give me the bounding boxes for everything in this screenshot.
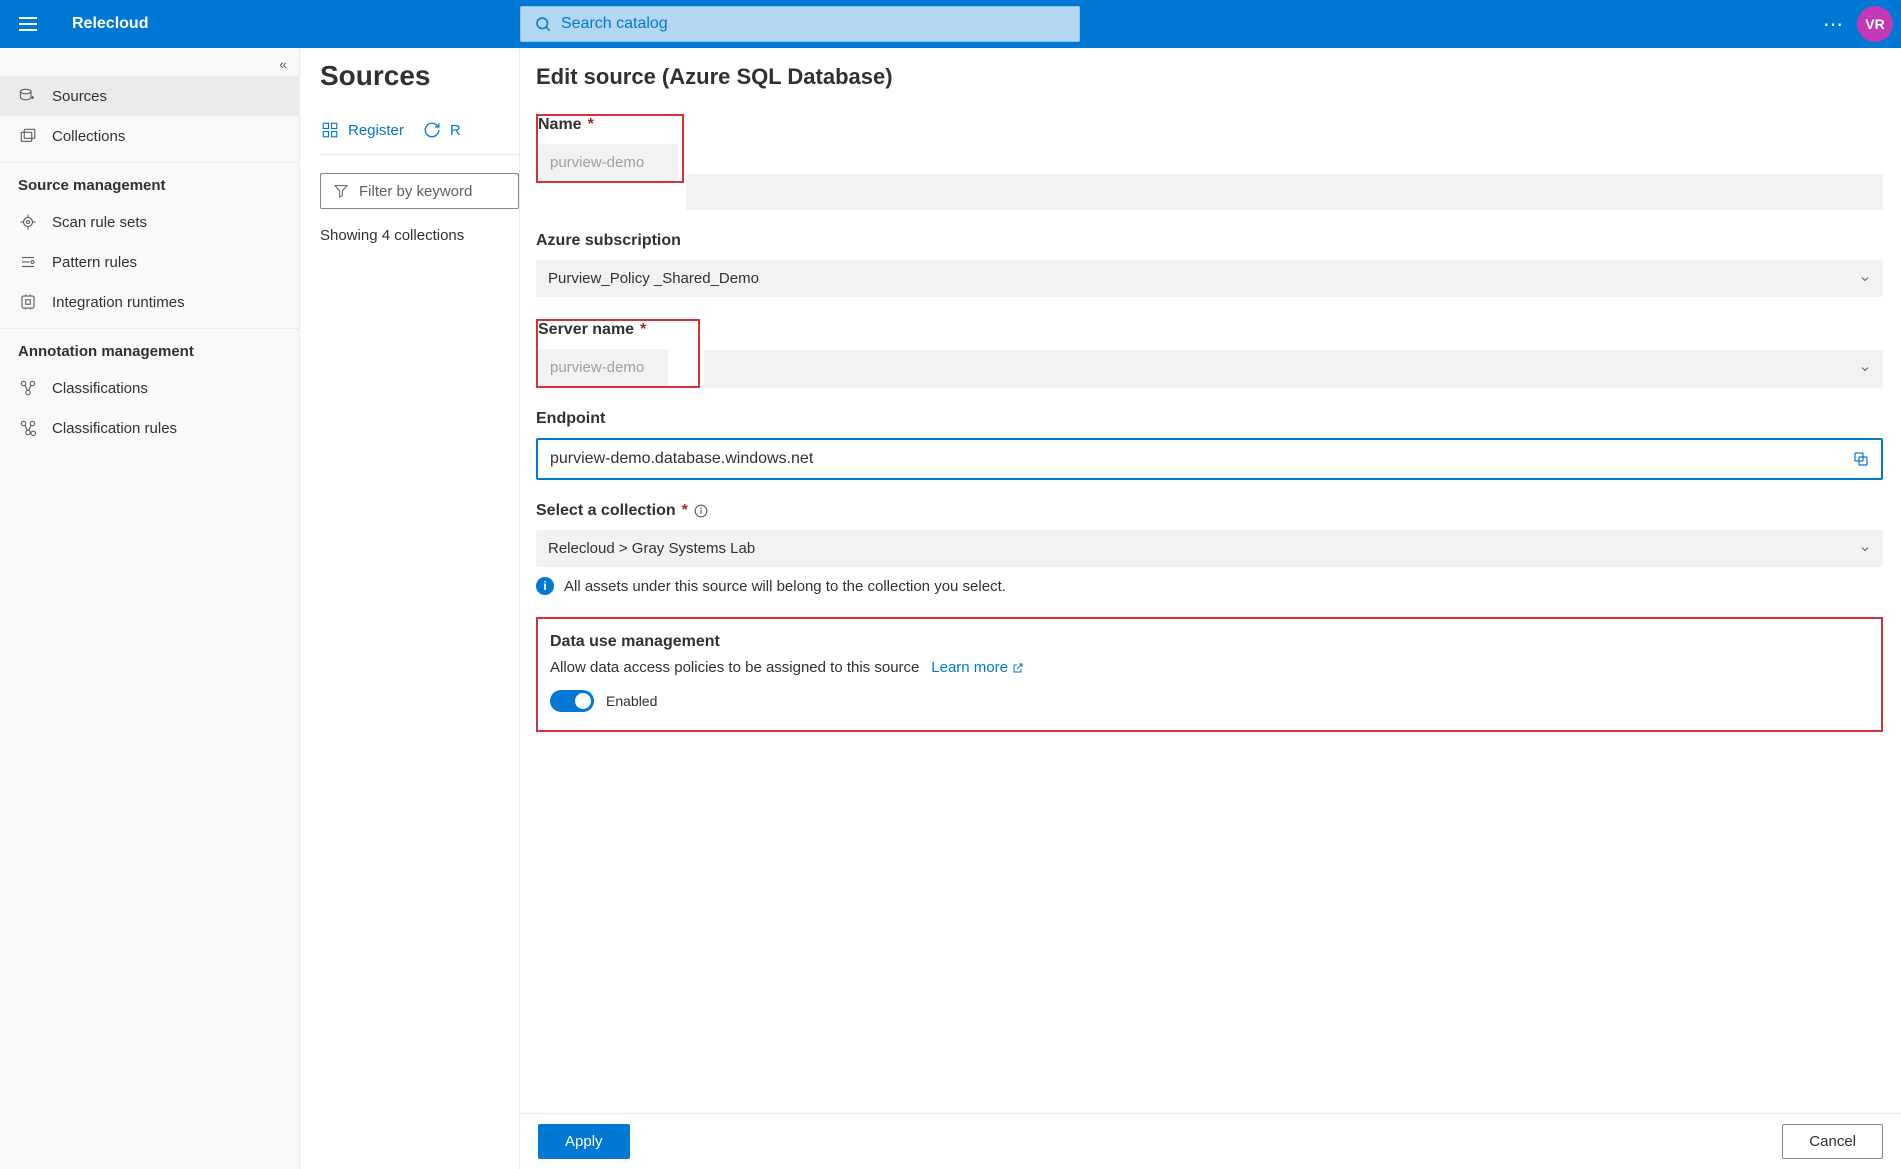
sidebar-item-sources[interactable]: Sources [0,76,299,116]
edit-source-panel: Edit source (Azure SQL Database) Name * … [520,48,1901,1169]
sidebar-item-label: Classification rules [52,420,177,437]
app-name: Relecloud [72,15,148,33]
avatar[interactable]: VR [1857,6,1893,42]
refresh-label: R [450,122,461,139]
sources-actions: Register R [320,120,519,155]
sidebar-item-classification-rules[interactable]: Classification rules [0,408,299,448]
server-name-group: Server name * purview-demo [536,319,1883,388]
endpoint-value: purview-demo.database.windows.net [550,450,813,468]
collection-info-text: All assets under this source will belong… [564,578,1006,595]
classifications-icon [18,378,38,398]
sidebar-item-label: Classifications [52,380,148,397]
sidebar-item-integration-runtimes[interactable]: Integration runtimes [0,282,299,322]
endpoint-input[interactable]: purview-demo.database.windows.net [536,438,1883,480]
sidebar-item-label: Pattern rules [52,254,137,271]
info-icon[interactable] [694,504,708,518]
external-link-icon [1012,662,1024,674]
copy-icon[interactable] [1853,451,1869,467]
name-input[interactable] [538,144,678,181]
more-icon[interactable]: ⋯ [1823,12,1845,37]
hamburger-menu[interactable] [8,4,48,44]
search-icon [533,14,553,34]
register-icon [320,120,340,140]
name-label: Name [538,116,582,134]
required-asterisk: * [588,116,594,134]
sidebar-item-label: Integration runtimes [52,294,185,311]
hamburger-icon [19,17,37,31]
server-name-select-inner[interactable]: purview-demo [538,349,668,386]
register-label: Register [348,122,404,139]
integration-runtimes-icon [18,292,38,312]
header-right: ⋯ VR [1823,6,1893,42]
collection-group: Select a collection * Relecloud > Gray S… [536,502,1883,595]
name-group: Name * [536,114,1883,210]
endpoint-label: Endpoint [536,410,605,428]
sources-column: Sources Register R Filter by keyword Sho… [300,48,520,1169]
server-name-value: purview-demo [550,359,644,376]
collection-value: Relecloud > Gray Systems Lab [548,540,755,557]
sidebar-item-label: Sources [52,88,107,105]
sources-icon [18,86,38,106]
data-use-desc: Allow data access policies to be assigne… [550,659,919,676]
collection-select[interactable]: Relecloud > Gray Systems Lab [536,530,1883,567]
scan-rule-sets-icon [18,212,38,232]
apply-button[interactable]: Apply [538,1124,630,1159]
required-asterisk: * [682,502,688,520]
sidebar: « Sources Collections Source management … [0,48,300,1169]
app-header: Relecloud ⋯ VR [0,0,1901,48]
endpoint-group: Endpoint purview-demo.database.windows.n… [536,410,1883,480]
sidebar-collapse[interactable]: « [0,56,299,76]
filter-input[interactable]: Filter by keyword [320,173,519,209]
data-use-toggle[interactable] [550,690,594,712]
server-name-label: Server name [538,321,634,339]
search-box[interactable] [520,6,1080,42]
toggle-row: Enabled [550,690,1869,712]
info-badge-icon: i [536,577,554,595]
sidebar-heading-annotation: Annotation management [0,328,299,368]
learn-more-link[interactable]: Learn more [931,659,1024,676]
sidebar-item-scan-rule-sets[interactable]: Scan rule sets [0,202,299,242]
showing-text: Showing 4 collections [320,227,519,244]
refresh-icon [422,120,442,140]
required-asterisk: * [640,321,646,339]
collection-label: Select a collection [536,502,676,520]
data-use-management-box: Data use management Allow data access po… [536,617,1883,732]
subscription-select[interactable]: Purview_Policy _Shared_Demo [536,260,1883,297]
subscription-label: Azure subscription [536,232,681,250]
search-input[interactable] [561,15,1067,33]
sources-title: Sources [320,60,519,92]
filter-icon [331,181,351,201]
toggle-knob [575,693,591,709]
filter-placeholder: Filter by keyword [359,183,472,200]
footer-bar: Apply Cancel [520,1113,1901,1169]
chevron-down-icon [1859,363,1871,375]
sidebar-item-label: Scan rule sets [52,214,147,231]
chevron-down-icon [1859,543,1871,555]
collections-icon [18,126,38,146]
panel-title: Edit source (Azure SQL Database) [536,64,1883,90]
main-layout: « Sources Collections Source management … [0,48,1901,1169]
sidebar-item-collections[interactable]: Collections [0,116,299,156]
pattern-rules-icon [18,252,38,272]
refresh-button[interactable]: R [422,120,461,140]
toggle-label: Enabled [606,693,657,709]
sidebar-item-label: Collections [52,128,125,145]
register-button[interactable]: Register [320,120,404,140]
sidebar-heading-source-mgmt: Source management [0,162,299,202]
subscription-group: Azure subscription Purview_Policy _Share… [536,232,1883,297]
search-container [520,6,1080,42]
learn-more-label: Learn more [931,659,1008,676]
data-use-title: Data use management [550,633,1869,651]
sidebar-item-classifications[interactable]: Classifications [0,368,299,408]
cancel-button[interactable]: Cancel [1782,1124,1883,1159]
sidebar-item-pattern-rules[interactable]: Pattern rules [0,242,299,282]
subscription-value: Purview_Policy _Shared_Demo [548,270,759,287]
collection-info-row: i All assets under this source will belo… [536,577,1883,595]
classification-rules-icon [18,418,38,438]
chevron-down-icon [1859,273,1871,285]
